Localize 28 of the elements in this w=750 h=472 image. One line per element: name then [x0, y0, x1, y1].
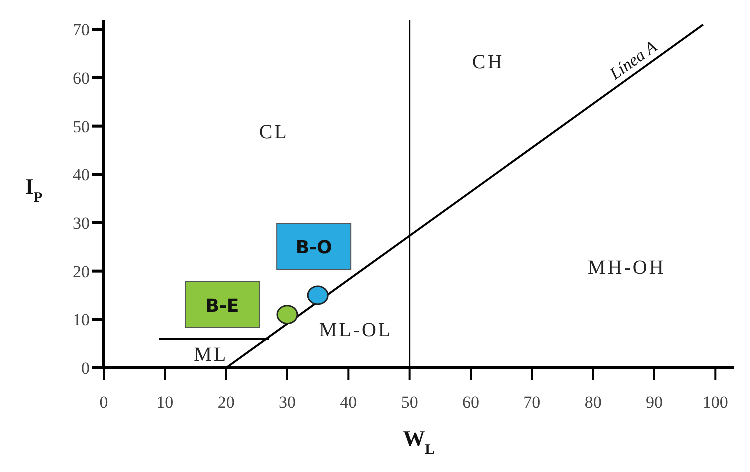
x-tick-label: 10 [156, 393, 174, 412]
x-tick-label: 50 [401, 393, 418, 412]
y-tick-label: 60 [73, 69, 90, 88]
x-tick-label: 0 [100, 393, 108, 412]
x-tick-label: 90 [646, 393, 663, 412]
x-tick-label: 30 [278, 393, 296, 412]
annotation: MH-OH [588, 257, 666, 280]
x-tick-label: 20 [218, 393, 235, 412]
x-tick-label: 100 [702, 393, 728, 412]
x-axis-title: W$_{L}$ [403, 426, 435, 458]
annotation: ML-OL [319, 320, 393, 342]
y-tick-label: 20 [73, 262, 90, 282]
annotation: ML [194, 344, 228, 366]
annotation: CH [472, 52, 504, 74]
y-tick-label: 10 [73, 310, 90, 330]
y-tick-label: 50 [73, 117, 90, 136]
y-tick-label: 70 [73, 20, 90, 40]
x-tick-label: 70 [524, 393, 541, 412]
y-axis-title: I$_{P}$ [25, 174, 43, 206]
x-tick-label: 40 [340, 393, 358, 412]
y-tick-label: 30 [73, 214, 90, 234]
y-tick-label: 0 [82, 359, 90, 378]
text: B-E [206, 296, 240, 317]
x-tick-label: 80 [584, 393, 602, 412]
annotation: CL [259, 121, 289, 144]
series-label: B-O [296, 238, 332, 258]
x-tick-label: 60 [462, 393, 480, 412]
y-tick-label: 40 [73, 166, 90, 185]
